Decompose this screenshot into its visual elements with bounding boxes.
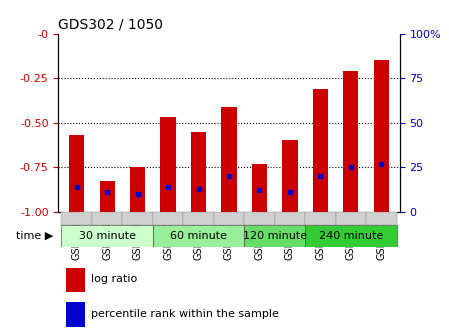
Bar xyxy=(343,71,358,212)
Bar xyxy=(153,212,183,225)
Bar xyxy=(69,135,84,212)
Bar xyxy=(244,212,275,225)
Bar xyxy=(153,225,244,247)
Bar xyxy=(252,164,267,212)
Bar xyxy=(313,89,328,212)
Text: time ▶: time ▶ xyxy=(17,231,54,241)
Text: 30 minute: 30 minute xyxy=(79,231,136,241)
Bar xyxy=(122,212,153,225)
Bar xyxy=(92,212,122,225)
Text: log ratio: log ratio xyxy=(91,275,137,284)
Bar xyxy=(305,212,336,225)
Bar xyxy=(100,181,115,212)
Bar xyxy=(374,60,389,212)
Text: 120 minute: 120 minute xyxy=(242,231,307,241)
Bar xyxy=(62,212,92,225)
Text: 240 minute: 240 minute xyxy=(319,231,383,241)
Bar xyxy=(66,302,85,327)
Bar xyxy=(160,117,176,212)
Bar xyxy=(366,212,396,225)
Bar xyxy=(191,131,206,212)
Bar xyxy=(130,167,145,212)
Text: GDS302 / 1050: GDS302 / 1050 xyxy=(58,17,163,31)
Bar xyxy=(66,267,85,292)
Bar xyxy=(282,140,298,212)
Bar xyxy=(275,212,305,225)
Bar xyxy=(305,225,396,247)
Bar xyxy=(335,212,366,225)
Bar xyxy=(183,212,214,225)
Bar xyxy=(214,212,244,225)
Text: percentile rank within the sample: percentile rank within the sample xyxy=(91,309,278,319)
Bar xyxy=(244,225,305,247)
Bar xyxy=(221,107,237,212)
Text: 60 minute: 60 minute xyxy=(170,231,227,241)
Bar xyxy=(62,225,153,247)
